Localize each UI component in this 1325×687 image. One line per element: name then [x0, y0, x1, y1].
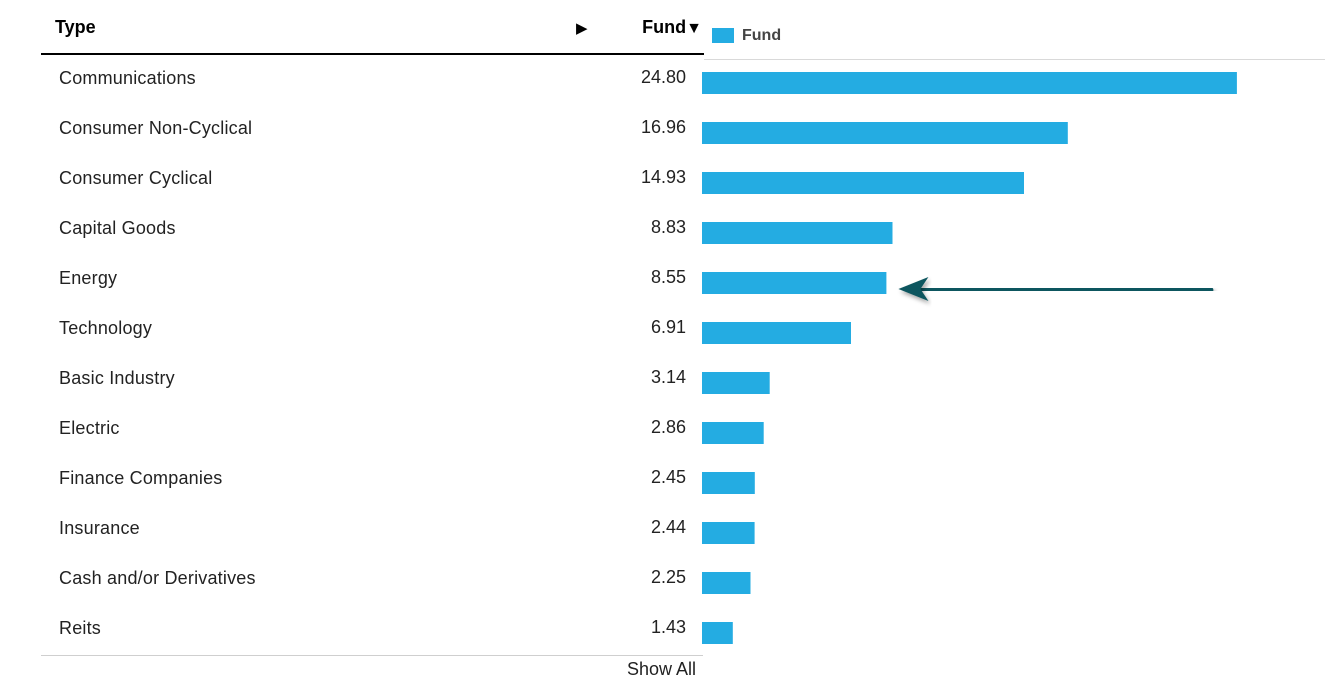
bar-communications: [702, 72, 1237, 94]
fund-header-label: Fund: [642, 17, 687, 37]
row-label-basic-industry: Basic Industry: [59, 368, 175, 388]
row-value-electric: 2.86: [650, 417, 686, 437]
annotation-arrowhead: [898, 277, 929, 301]
column-header-fund[interactable]: Fund▼: [642, 17, 702, 38]
row-label-electric: Electric: [59, 418, 120, 438]
row-label-insurance: Insurance: [59, 518, 140, 538]
annotation-arrow: [898, 277, 1214, 301]
bar-electric: [702, 422, 764, 444]
table-row: Basic Industry 3.14: [41, 354, 704, 404]
table-row: Capital Goods 8.83: [41, 204, 704, 254]
bar-finance-companies: [702, 472, 755, 494]
row-label-energy: Energy: [59, 268, 118, 288]
bar-consumer-non-cyclical: [702, 122, 1068, 144]
table-row: Finance Companies 2.45: [41, 454, 704, 504]
row-label-consumer-non-cyclical: Consumer Non-Cyclical: [59, 118, 253, 138]
row-value-reits: 1.43: [650, 617, 686, 637]
table-row: Insurance 2.44: [41, 504, 704, 554]
row-label-technology: Technology: [59, 318, 153, 338]
bar-basic-industry: [702, 372, 770, 394]
table-row: Energy 8.55: [41, 254, 704, 304]
legend-divider: [704, 59, 1325, 60]
row-value-energy: 8.55: [650, 267, 686, 287]
row-label-capital-goods: Capital Goods: [59, 218, 176, 238]
bar-series-fund: [702, 72, 1237, 644]
row-label-cash-and-or-derivatives: Cash and/or Derivatives: [59, 568, 256, 588]
table-row: Cash and/or Derivatives 2.25: [41, 554, 704, 604]
row-label-reits: Reits: [59, 618, 102, 638]
bar-reits: [702, 622, 733, 644]
row-value-consumer-non-cyclical: 16.96: [640, 117, 686, 137]
holdings-table: Type ▶ Fund▼ Communications 24.80 Consumer…: [41, 0, 704, 656]
row-value-finance-companies: 2.45: [650, 467, 686, 487]
annotation-arrow-shaft: [913, 286, 1214, 293]
legend-swatch-fund: [712, 28, 734, 43]
row-value-basic-industry: 3.14: [650, 367, 686, 387]
table-row: Reits 1.43: [41, 604, 704, 654]
column-header-type[interactable]: Type: [55, 17, 96, 37]
row-value-communications: 24.80: [640, 67, 686, 87]
bar-technology: [702, 322, 851, 344]
row-value-consumer-cyclical: 14.93: [640, 167, 686, 187]
bar-consumer-cyclical: [702, 172, 1024, 194]
table-bottom-divider: [41, 655, 703, 656]
row-label-finance-companies: Finance Companies: [59, 468, 223, 488]
legend-label-fund: Fund: [742, 27, 782, 44]
row-value-insurance: 2.44: [650, 517, 686, 537]
row-label-communications: Communications: [59, 68, 196, 88]
row-value-capital-goods: 8.83: [650, 217, 686, 237]
row-value-technology: 6.91: [650, 317, 686, 337]
expand-arrow-icon[interactable]: ▶: [576, 20, 588, 37]
table-row: Consumer Non-Cyclical 16.96: [41, 104, 704, 154]
bar-cash-and-or-derivatives: [702, 572, 751, 594]
show-all-button[interactable]: Show All: [627, 659, 697, 679]
table-row: Electric 2.86: [41, 404, 704, 454]
bar-capital-goods: [702, 222, 893, 244]
row-value-cash-and-or-derivatives: 2.25: [650, 567, 686, 587]
table-row: Technology 6.91: [41, 304, 704, 354]
bar-energy: [702, 272, 887, 294]
row-label-consumer-cyclical: Consumer Cyclical: [59, 168, 213, 188]
table-row: Communications 24.80: [41, 54, 704, 104]
table-row: Consumer Cyclical 14.93: [41, 154, 704, 204]
sort-descending-icon: ▼: [686, 20, 702, 37]
bar-insurance: [702, 522, 755, 544]
table-header: Type ▶ Fund▼: [41, 0, 704, 55]
